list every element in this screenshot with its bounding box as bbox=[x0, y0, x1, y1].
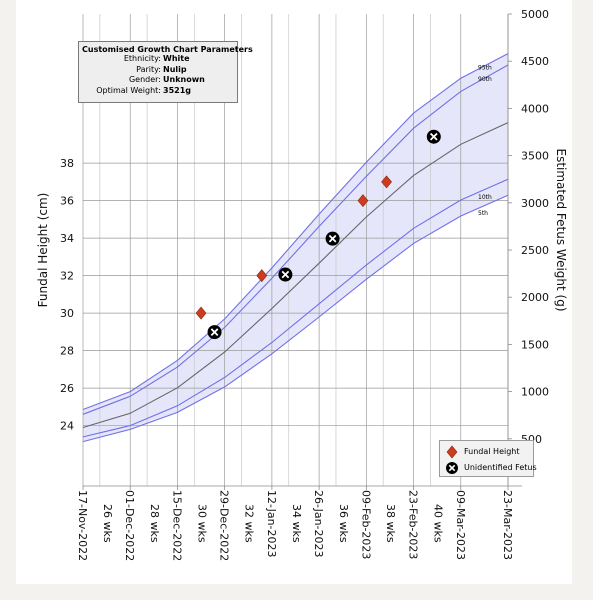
x-date-tick-label: 09-Feb-2023 bbox=[359, 490, 372, 559]
fetus-weight-point bbox=[426, 129, 441, 144]
x-week-tick-label: 38 wks bbox=[384, 504, 397, 543]
fetus-marker-cross bbox=[429, 132, 438, 141]
x-date-tick-label: 15-Dec-2022 bbox=[170, 490, 183, 561]
y-left-tick-label: 26 bbox=[60, 382, 74, 395]
parameter-value: Nulip bbox=[163, 64, 187, 74]
y-left-tick-label: 38 bbox=[60, 157, 74, 170]
parameter-value: White bbox=[163, 54, 190, 63]
parameters-title: Customised Growth Chart Parameters bbox=[82, 45, 253, 54]
x-date-tick-label: 23-Mar-2023 bbox=[501, 490, 514, 560]
parameter-value: Unknown bbox=[163, 75, 205, 84]
diamond-marker-icon bbox=[446, 445, 458, 459]
y-right-tick-label: 1500 bbox=[521, 338, 549, 351]
parameter-label: Parity: bbox=[136, 64, 161, 74]
legend-label: Unidentified Fetus bbox=[464, 463, 537, 472]
x-date-tick-label: 29-Dec-2022 bbox=[218, 490, 231, 561]
y-left-tick-label: 28 bbox=[60, 345, 74, 358]
x-date-tick-label: 26-Jan-2023 bbox=[312, 490, 325, 558]
y-right-tick-label: 2500 bbox=[521, 244, 549, 257]
x-week-tick-label: 40 wks bbox=[431, 504, 444, 543]
fundal-height-point bbox=[357, 194, 369, 208]
y-right-tick-label: 4000 bbox=[521, 102, 549, 115]
percentile-curve-p90 bbox=[82, 64, 509, 415]
fetus-marker-cross bbox=[328, 234, 337, 243]
fetus-marker-cross bbox=[281, 270, 290, 279]
fetus-weight-point bbox=[207, 325, 222, 340]
median-curve bbox=[82, 122, 509, 429]
y-right-tick-label: 5000 bbox=[521, 8, 549, 21]
fetus-weight-point bbox=[325, 231, 340, 246]
x-week-tick-label: 34 wks bbox=[290, 504, 303, 543]
percentile-label: 5th bbox=[478, 210, 488, 217]
legend-label: Fundal Height bbox=[464, 447, 520, 456]
y-right-tick-label: 4500 bbox=[521, 55, 549, 68]
x-date-tick-label: 09-Mar-2023 bbox=[454, 490, 467, 560]
y-left-tick-label: 24 bbox=[60, 420, 74, 433]
fetus-weight-point bbox=[278, 267, 293, 282]
x-date-tick-label: 23-Feb-2023 bbox=[407, 490, 420, 559]
x-week-tick-label: 28 wks bbox=[148, 504, 161, 543]
growth-chart: 26 wks 28 wks 30 wks 32 wks 34 wks 36 wks 38 w… bbox=[36, 8, 568, 561]
x-week-tick-label: 26 wks bbox=[101, 504, 114, 543]
percentile-curve-p5 bbox=[82, 194, 509, 443]
parameter-label: Ethnicity: bbox=[123, 54, 161, 63]
x-week-tick-label: 36 wks bbox=[337, 504, 350, 543]
legend-item-fundal-height: Fundal Height bbox=[440, 443, 535, 459]
parameter-row-optimal-weight: Optimal Weight: 3521g bbox=[79, 86, 237, 97]
legend-item-unidentified-fetus: Unidentified Fetus bbox=[440, 459, 537, 475]
percentile-band bbox=[83, 53, 508, 442]
y-left-tick-label: 32 bbox=[60, 270, 74, 283]
fundal-height-point bbox=[195, 306, 207, 320]
fundal-height-point bbox=[381, 175, 392, 189]
y-left-tick-label: 30 bbox=[60, 307, 74, 320]
y-right-tick-label: 3500 bbox=[521, 150, 549, 163]
growth-parameters-box: Customised Growth Chart Parameters Ethni… bbox=[78, 41, 253, 103]
parameter-value: 3521g bbox=[163, 85, 191, 95]
parameter-row-gender: Gender: Unknown bbox=[79, 75, 237, 86]
percentile-label: 90th bbox=[478, 76, 492, 83]
x-week-tick-label: 30 wks bbox=[195, 504, 208, 543]
y-right-tick-label: 3000 bbox=[521, 197, 549, 210]
fundal-height-point bbox=[256, 269, 268, 283]
chart-card: 26 wks 28 wks 30 wks 32 wks 34 wks 36 wks 38 w… bbox=[16, 0, 572, 584]
x-date-tick-label: 17-Nov-2022 bbox=[76, 490, 89, 561]
parameter-row-ethnicity: Ethnicity: White bbox=[79, 54, 237, 65]
percentile-label: 95th bbox=[478, 65, 492, 72]
x-circle-marker-icon bbox=[446, 462, 458, 474]
chart-legend: Fundal Height Unidentified Fetus bbox=[439, 440, 537, 477]
y-left-axis-title: Fundal Height (cm) bbox=[36, 193, 50, 308]
percentile-curve-p10 bbox=[82, 178, 509, 438]
y-left-tick-label: 34 bbox=[60, 232, 74, 245]
percentile-label: 10th bbox=[478, 194, 492, 201]
x-date-tick-label: 01-Dec-2022 bbox=[123, 490, 136, 561]
y-left-tick-label: 36 bbox=[60, 195, 74, 208]
parameter-row-parity: Parity: Nulip bbox=[79, 65, 237, 76]
parameter-label: Gender: bbox=[128, 75, 161, 84]
x-date-tick-label: 12-Jan-2023 bbox=[265, 490, 278, 558]
fetus-marker-cross bbox=[210, 328, 219, 336]
x-week-tick-label: 32 wks bbox=[243, 504, 256, 543]
parameter-label: Optimal Weight: bbox=[96, 85, 161, 95]
y-right-tick-label: 1000 bbox=[521, 386, 549, 399]
percentile-curve-p95 bbox=[82, 53, 509, 411]
y-right-tick-label: 2000 bbox=[521, 291, 549, 304]
y-right-axis-title: Estimated Fetus Weight (g) bbox=[554, 148, 568, 311]
